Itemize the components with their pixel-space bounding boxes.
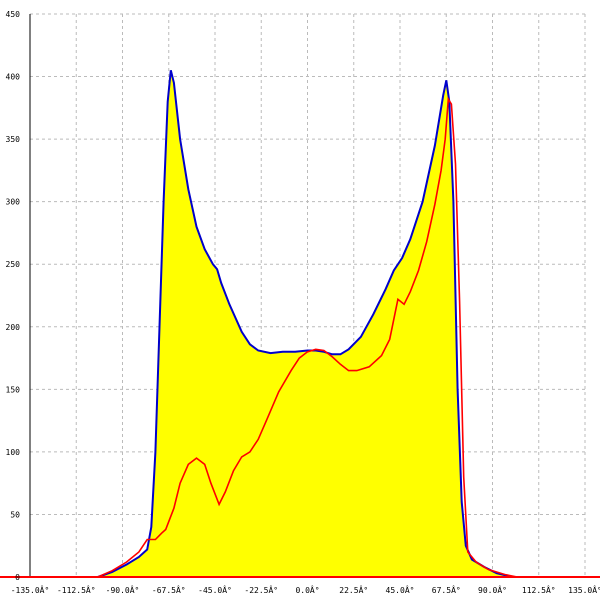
y-tick-label: 0 xyxy=(15,573,20,582)
series-red-line xyxy=(97,96,518,578)
y-tick-label: 200 xyxy=(6,323,21,332)
y-tick-label: 150 xyxy=(6,385,21,394)
x-tick-label: -22.5Â° xyxy=(244,584,278,595)
x-tick-label: 45.0Â° xyxy=(386,584,415,595)
x-tick-label: 135.0Â° xyxy=(568,584,600,595)
y-tick-label: 50 xyxy=(10,510,20,519)
x-tick-label: 0.0Â° xyxy=(295,584,319,595)
y-tick-label: 350 xyxy=(6,135,21,144)
y-tick-label: 450 xyxy=(6,10,21,19)
x-tick-label: 90.0Â° xyxy=(478,584,507,595)
x-tick-label: -67.5Â° xyxy=(152,584,186,595)
x-tick-label: -45.0Â° xyxy=(198,584,232,595)
x-tick-label: -90.0Â° xyxy=(106,584,140,595)
x-tick-label: 112.5Â° xyxy=(522,584,556,595)
x-tick-label: -135.0Â° xyxy=(11,584,50,595)
series-blue-line xyxy=(97,70,514,578)
y-tick-label: 100 xyxy=(6,448,21,457)
y-tick-label: 250 xyxy=(6,260,21,269)
x-tick-label: 22.5Â° xyxy=(339,584,368,595)
x-tick-label: -112.5Â° xyxy=(57,584,96,595)
y-tick-label: 400 xyxy=(6,73,21,82)
y-tick-label: 300 xyxy=(6,198,21,207)
series-fill-area xyxy=(97,70,514,578)
y-tick-labels: 0 50 100 150 200 250 300 350 400 450 xyxy=(6,10,21,582)
x-tick-label: 67.5Â° xyxy=(432,584,461,595)
x-tick-labels: -135.0Â° -112.5Â° -90.0Â° -67.5Â° -45.0Â° -22… xyxy=(11,584,600,595)
